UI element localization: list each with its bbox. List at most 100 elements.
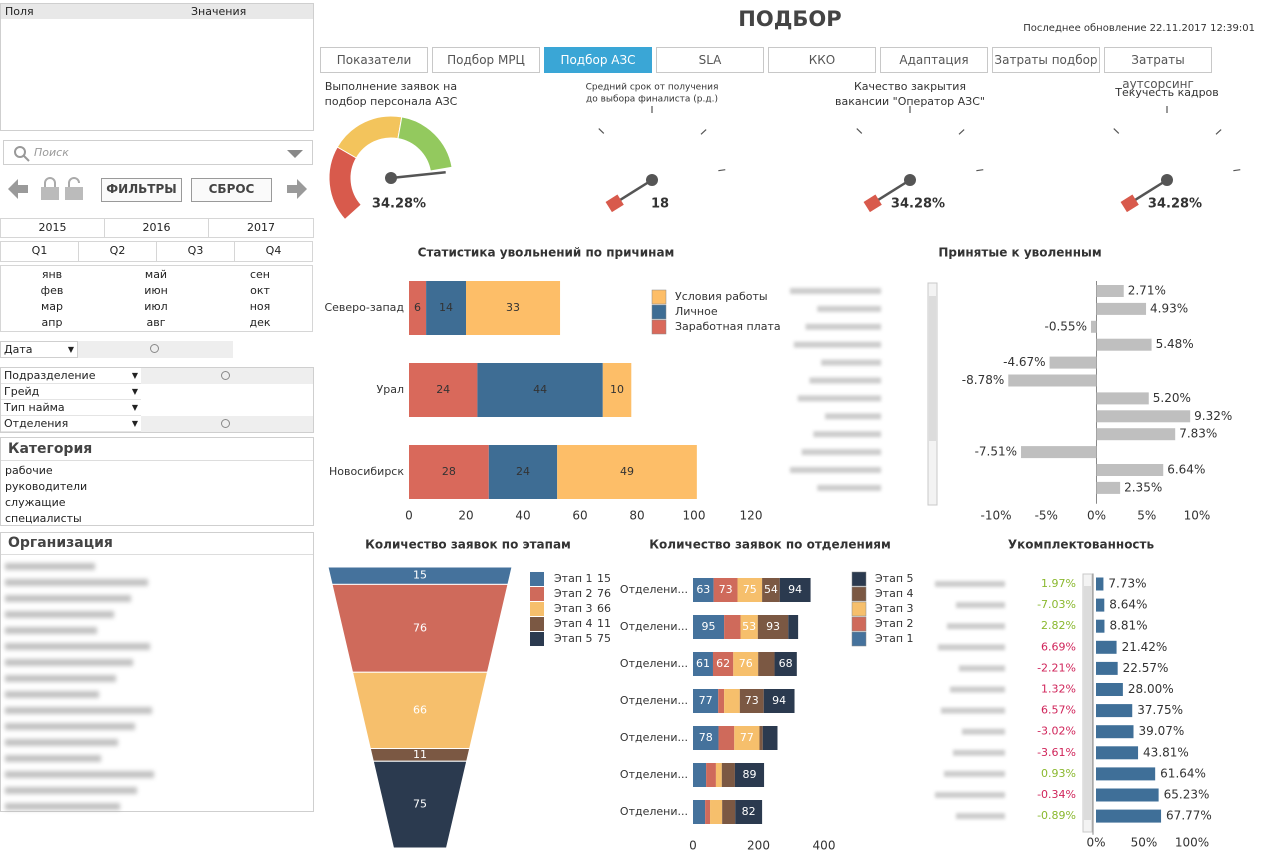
field-row[interactable]: Подразделение ▼: [1, 368, 141, 384]
category-label: Отделени...: [620, 657, 688, 670]
filters-button[interactable]: ФИЛЬТРЫ: [101, 178, 182, 202]
tab[interactable]: SLA: [656, 47, 764, 73]
date-field[interactable]: Дата ▼: [0, 341, 78, 358]
bar-segment: [705, 800, 711, 824]
blurred-item: [5, 755, 101, 762]
month-cell[interactable]: ноя: [249, 300, 271, 313]
field-label: Грейд: [4, 385, 40, 398]
data-label: 39.07%: [1139, 724, 1185, 738]
field-row[interactable]: Тип найма ▼: [1, 400, 141, 416]
month-cell[interactable]: янв: [41, 268, 63, 281]
category-item[interactable]: рабочие: [5, 464, 53, 477]
months-grid: [0, 265, 313, 332]
gauge-tick: [1215, 129, 1222, 135]
data-label: -8.78%: [962, 373, 1004, 387]
legend-value: 75: [597, 632, 611, 645]
data-label: 9.32%: [1194, 409, 1232, 423]
bar: [1096, 619, 1105, 633]
tab[interactable]: Адаптация: [880, 47, 988, 73]
gauge-hub: [385, 172, 397, 184]
field-row[interactable]: Грейд ▼: [1, 384, 141, 400]
bar-segment: [715, 763, 722, 787]
tab[interactable]: Подбор МРЦ: [432, 47, 540, 73]
blurred-item: [5, 659, 133, 666]
x-tick-label: 0%: [1086, 836, 1105, 850]
bar: [1021, 446, 1097, 459]
data-label: 22.57%: [1123, 661, 1169, 675]
back-arrow[interactable]: [8, 179, 28, 199]
year-cell[interactable]: 2017: [208, 218, 314, 238]
reset-button[interactable]: СБРОС: [191, 178, 272, 202]
data-label: 33: [506, 301, 520, 314]
gauge-needle: [1130, 178, 1168, 204]
bar: [1096, 598, 1105, 612]
data-label: 77: [740, 731, 754, 744]
quarter-cell[interactable]: Q4: [234, 241, 313, 262]
date-slider[interactable]: [78, 341, 233, 358]
legend-label: Этап 3: [554, 602, 593, 615]
month-cell[interactable]: июн: [144, 284, 168, 297]
category-label: Новосибирск: [329, 465, 404, 478]
gauge-band: [336, 115, 403, 159]
legend-value: 11: [597, 617, 611, 630]
search-box[interactable]: Поиск: [3, 140, 313, 165]
category-placeholder: [959, 665, 1005, 672]
month-cell[interactable]: фев: [40, 284, 64, 297]
gauge-tick: [856, 128, 863, 134]
scrollbar[interactable]: [1082, 573, 1093, 833]
chart-title: Принятые к уволенным: [938, 246, 1101, 260]
tab[interactable]: Подбор АЗС: [544, 47, 652, 73]
year-cell[interactable]: 2015: [0, 218, 105, 238]
x-tick-label: 60: [572, 509, 587, 523]
lock-icons[interactable]: [44, 177, 80, 187]
gauge-needle: [873, 178, 911, 204]
field-label: Дата: [4, 343, 33, 356]
scrollbar[interactable]: [927, 282, 938, 506]
field-slider[interactable]: [141, 416, 313, 432]
category-placeholder: [956, 813, 1005, 820]
x-tick-label: 5%: [1137, 509, 1156, 523]
category-item[interactable]: руководители: [5, 480, 88, 493]
gauge-title: Выполнение заявок на: [325, 80, 457, 93]
quarter-cell[interactable]: Q1: [0, 241, 79, 262]
quarter-cell[interactable]: Q2: [78, 241, 157, 262]
month-cell[interactable]: июл: [144, 300, 168, 313]
month-cell[interactable]: мар: [40, 300, 64, 313]
data-label: 11: [413, 748, 427, 761]
x-tick-label: 400: [813, 839, 836, 853]
data-label: 43.81%: [1143, 745, 1189, 759]
bar-segment: [693, 800, 706, 824]
year-cell[interactable]: 2016: [104, 218, 209, 238]
month-cell[interactable]: дек: [249, 316, 271, 329]
category-label: Отделени...: [620, 805, 688, 818]
data-label: 10: [610, 383, 624, 396]
category-label: Отделени...: [620, 620, 688, 633]
tab[interactable]: Затраты подбор: [992, 47, 1100, 73]
month-cell[interactable]: сен: [249, 268, 270, 281]
category-item[interactable]: специалисты: [5, 512, 82, 525]
month-cell[interactable]: май: [144, 268, 168, 281]
category-item[interactable]: служащие: [5, 496, 66, 509]
bar-segment: [737, 578, 763, 602]
gauge-flag: [605, 194, 624, 213]
tab[interactable]: ККО: [768, 47, 876, 73]
month-cell[interactable]: окт: [250, 284, 270, 297]
field-slider[interactable]: [141, 368, 313, 384]
forward-arrow[interactable]: [287, 179, 307, 199]
month-cell[interactable]: авг: [146, 316, 166, 329]
bar-segment: [734, 763, 765, 787]
tab[interactable]: Затраты аутсорсинг: [1104, 47, 1212, 91]
bar-segment: [734, 726, 760, 750]
bar-segment: [602, 363, 632, 417]
category-label: Отделени...: [620, 768, 688, 781]
chart-title: Статистика увольнений по причинам: [418, 246, 675, 260]
month-cell[interactable]: апр: [41, 316, 63, 329]
scroll-thumb[interactable]: [929, 296, 936, 441]
funnel-segment: [331, 583, 509, 673]
quarter-cell[interactable]: Q3: [156, 241, 235, 262]
gauge-tick: [976, 169, 984, 172]
field-row[interactable]: Отделения ▼: [1, 416, 141, 432]
data-label: 94: [772, 694, 786, 707]
tab[interactable]: Показатели: [320, 47, 428, 73]
scroll-thumb[interactable]: [1084, 586, 1091, 820]
